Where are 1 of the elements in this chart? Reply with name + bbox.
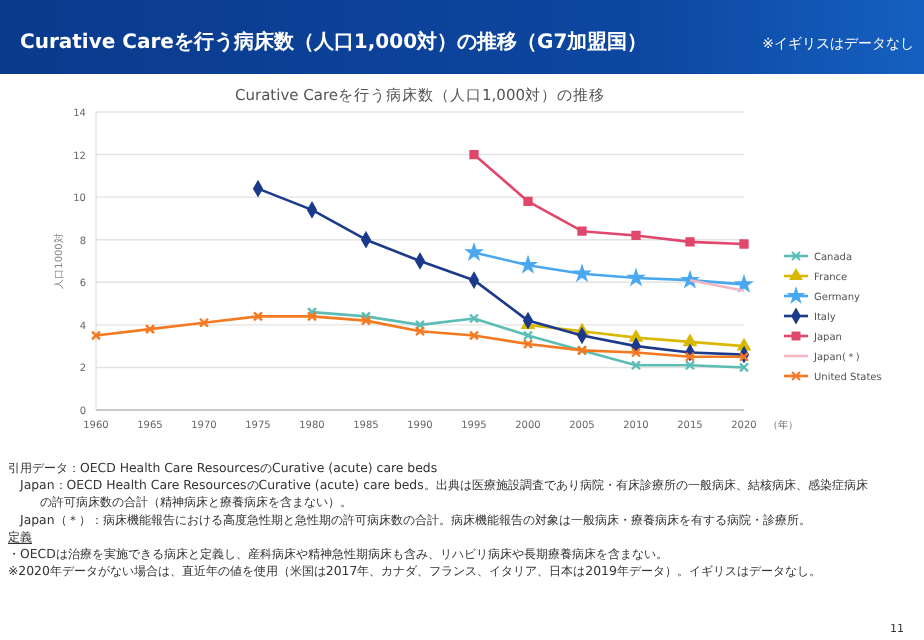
- chart-title: Curative Careを行う病床数（人口1,000対）の推移（G7加盟国）: [20, 30, 648, 54]
